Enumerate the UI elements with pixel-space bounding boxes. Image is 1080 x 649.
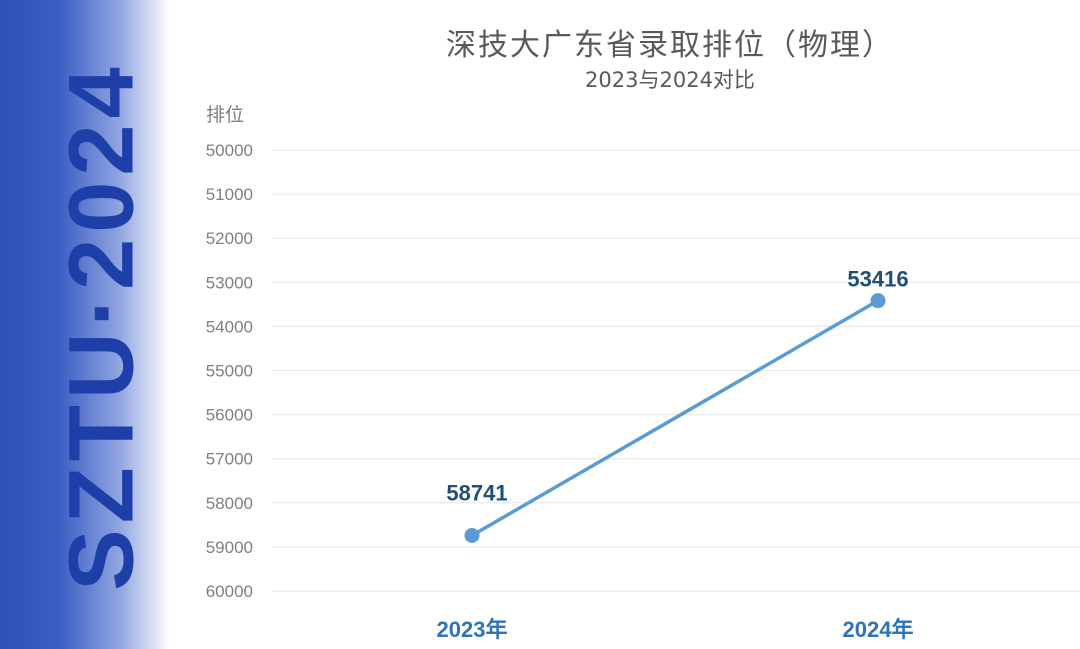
x-category-label: 2023年 [437,617,508,642]
y-tick-label: 55000 [206,362,253,381]
data-point [464,527,480,543]
y-tick-label: 59000 [206,538,253,557]
chart-title: 深技大广东省录取排位（物理） [446,28,894,63]
y-tick-label: 52000 [206,229,253,248]
y-axis-label: 排位 [206,104,245,126]
y-tick-label: 54000 [206,317,253,336]
y-tick-label: 50000 [206,141,253,160]
chart-subtitle: 2023与2024对比 [585,68,755,92]
y-tick-label: 56000 [206,406,253,425]
side-banner: SZTU·2024 [0,0,170,649]
y-tick-label: 53000 [206,273,253,292]
y-tick-label: 57000 [206,450,253,469]
y-tick-label: 51000 [206,185,253,204]
data-point [870,293,886,309]
y-tick-label: 58000 [206,494,253,513]
data-label: 53416 [847,267,908,292]
x-category-label: 2024年 [843,617,914,642]
series-line [470,298,880,538]
y-tick-label: 60000 [206,582,253,601]
data-label: 58741 [446,480,507,505]
